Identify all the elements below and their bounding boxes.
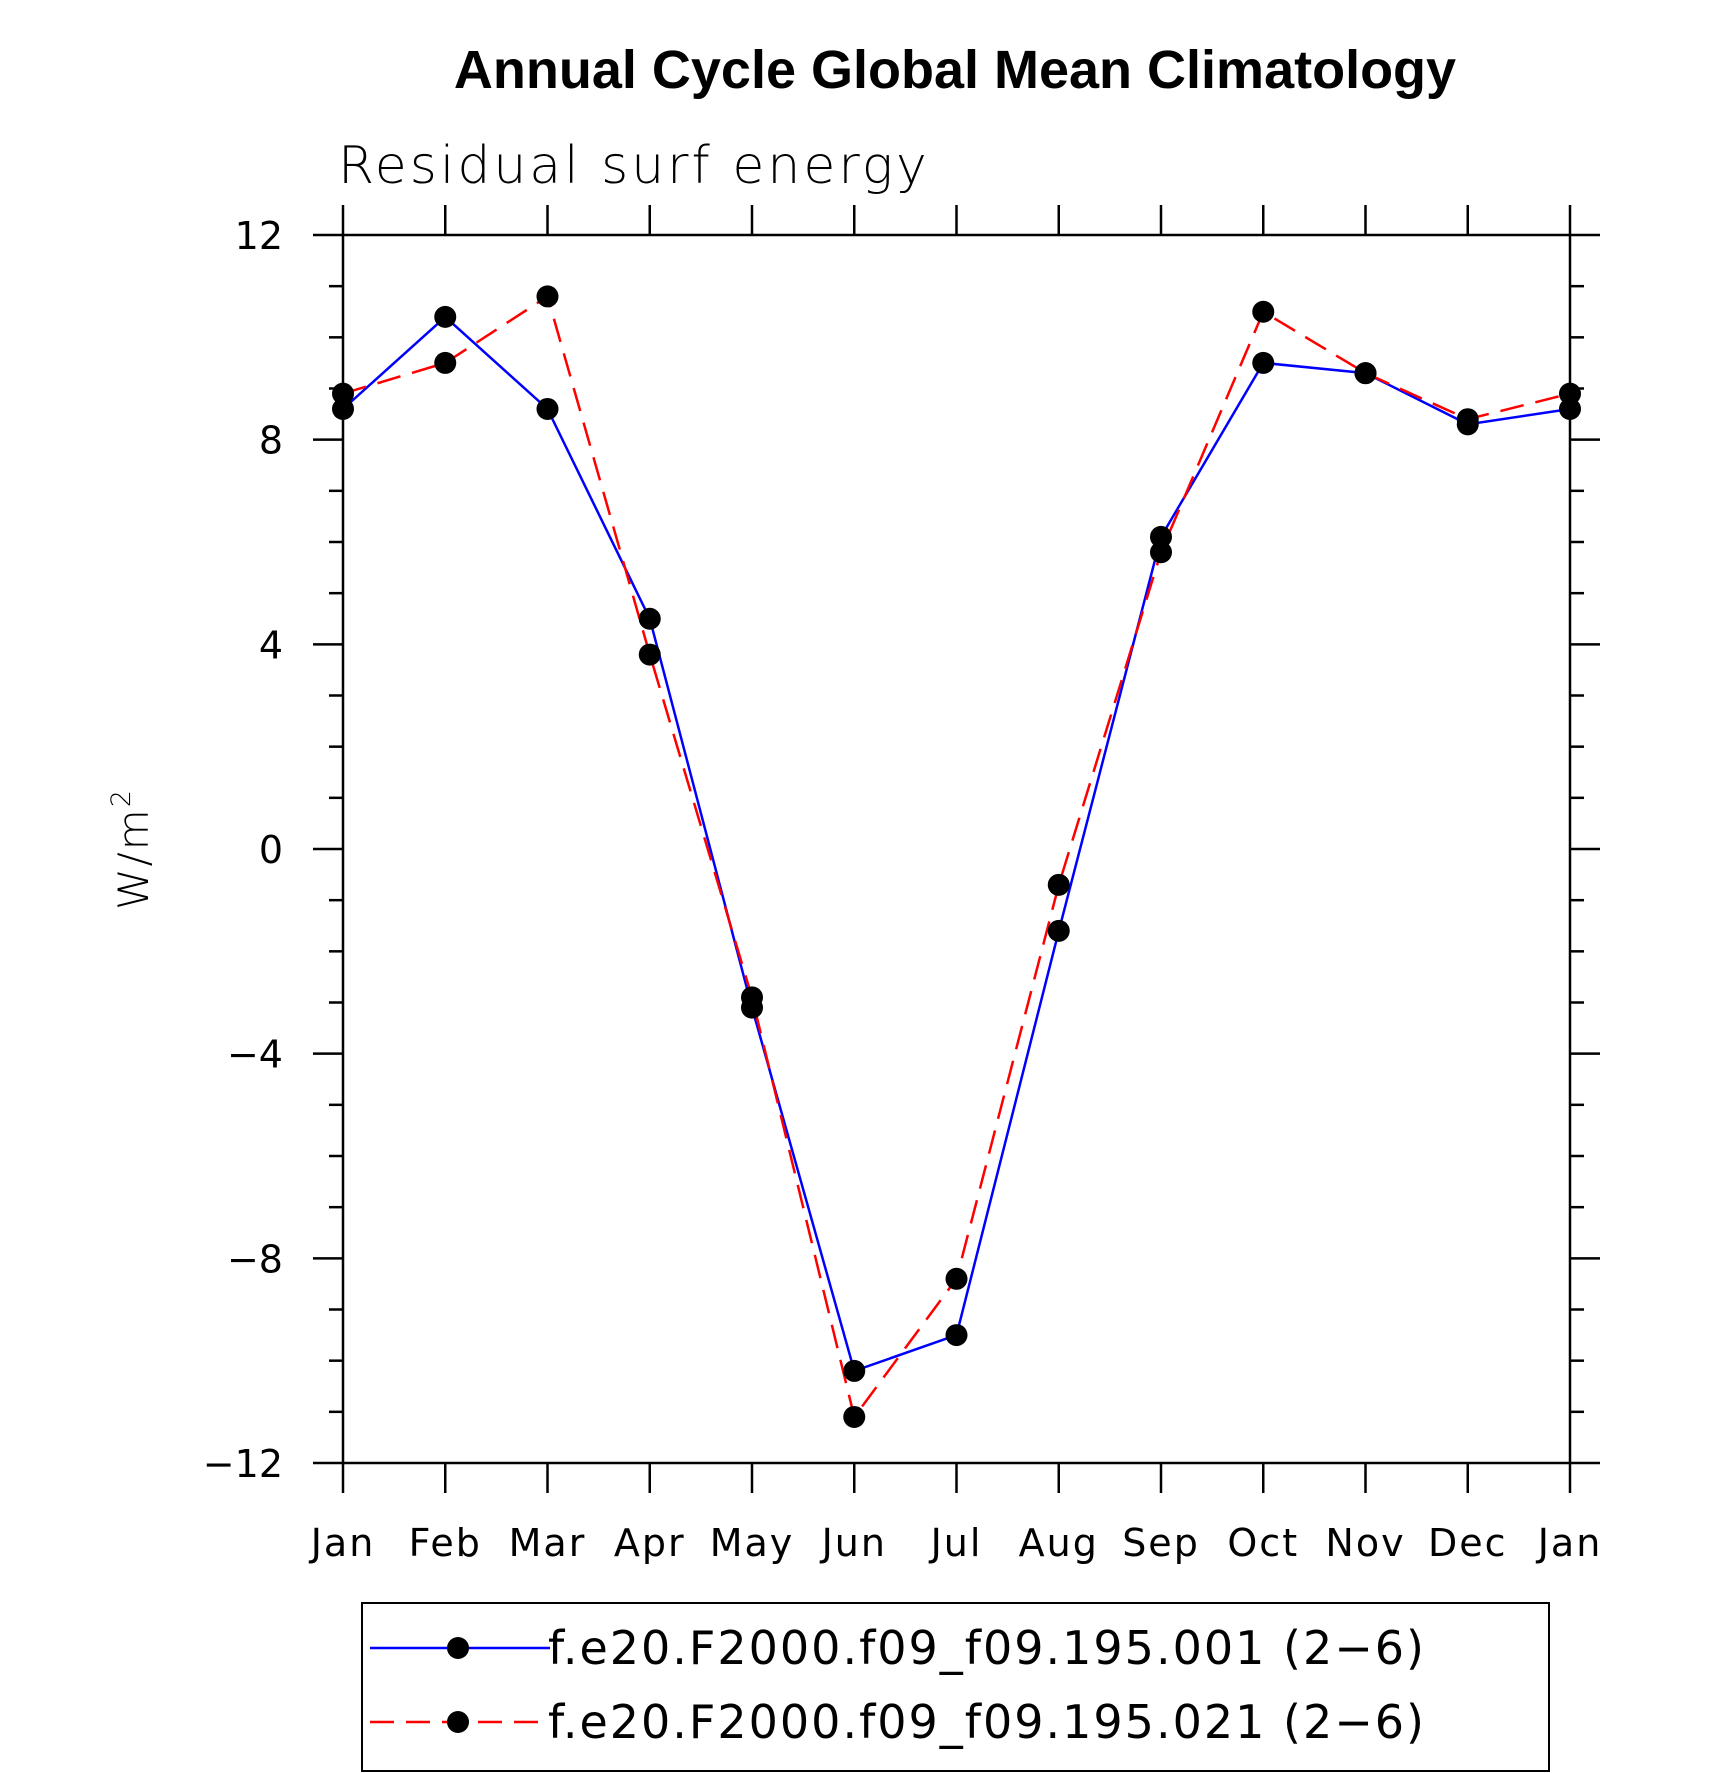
y-axis-label: W/m2 xyxy=(106,788,158,910)
series-1-point xyxy=(1150,525,1172,548)
series-2-point xyxy=(434,351,457,374)
y-tick-label: −12 xyxy=(203,1442,283,1486)
series-1-point xyxy=(332,397,354,420)
series-2-point xyxy=(843,1405,866,1428)
legend-marker-2 xyxy=(447,1711,469,1733)
legend-label-2: f.e20.F2000.f09_f09.195.021 (2−6) xyxy=(548,1695,1426,1749)
series-1-point xyxy=(638,607,661,630)
x-tick-label: Jan xyxy=(309,1521,376,1565)
legend-marker-1 xyxy=(447,1637,469,1659)
axis-ticks xyxy=(313,205,1600,1493)
x-tick-labels: Jan Feb Mar Apr May Jun Jul Aug Sep Oct Nov Dec Jan xyxy=(309,1521,1603,1565)
chart-subtitle: Residual surf energy xyxy=(338,136,930,196)
legend: f.e20.F2000.f09_f09.195.001 (2−6) f.e20.… xyxy=(361,1602,1550,1772)
x-tick-label: Sep xyxy=(1122,1521,1200,1565)
series-2-point xyxy=(536,285,559,308)
series-1-point xyxy=(1559,397,1581,420)
series-1-point xyxy=(434,305,457,328)
series-2-point xyxy=(1047,873,1070,896)
series-2-point xyxy=(332,382,354,405)
series-line-2 xyxy=(342,294,1571,1420)
x-tick-label: May xyxy=(710,1521,795,1565)
y-tick-label: −4 xyxy=(227,1033,283,1077)
x-tick-label: Mar xyxy=(509,1521,587,1565)
y-axis-label-unit: W/m xyxy=(109,807,158,910)
y-tick-label: −8 xyxy=(227,1237,283,1281)
legend-label-1: f.e20.F2000.f09_f09.195.001 (2−6) xyxy=(548,1621,1426,1675)
series-2-point xyxy=(945,1267,968,1290)
y-axis-label-exponent: 2 xyxy=(106,788,137,807)
x-tick-label: Jul xyxy=(929,1521,983,1565)
series-2-point xyxy=(1354,362,1377,385)
chart-title: Annual Cycle Global Mean Climatology xyxy=(454,40,1456,100)
series-2-point xyxy=(1150,541,1172,564)
x-tick-label: Jan xyxy=(1536,1521,1603,1565)
series-1-point xyxy=(945,1324,968,1347)
y-tick-label: 12 xyxy=(235,214,283,258)
series-1-point xyxy=(1252,351,1275,374)
series-1-point xyxy=(536,397,559,420)
y-tick-label: 8 xyxy=(259,419,283,463)
series-1-point xyxy=(843,1359,866,1382)
x-tick-label: Jun xyxy=(820,1521,887,1565)
series-line-1 xyxy=(342,315,1571,1373)
x-tick-label: Apr xyxy=(614,1521,686,1565)
y-tick-label: 0 xyxy=(259,828,283,872)
y-tick-label: 4 xyxy=(259,623,283,667)
series-2-point xyxy=(1456,408,1479,431)
series-2-point xyxy=(638,643,661,666)
x-tick-label: Feb xyxy=(409,1521,482,1565)
series-2-point xyxy=(741,986,763,1009)
y-tick-labels: 12 8 4 0 −4 −8 −12 xyxy=(203,214,283,1486)
svg-text:W/m2: W/m2 xyxy=(106,788,158,910)
legend-box xyxy=(361,1602,1550,1772)
series-1-point xyxy=(1047,919,1070,942)
x-tick-label: Dec xyxy=(1428,1521,1508,1565)
series-layer xyxy=(332,285,1581,1428)
series-2-point xyxy=(1252,300,1275,323)
x-tick-label: Aug xyxy=(1019,1521,1099,1565)
x-tick-label: Oct xyxy=(1227,1521,1299,1565)
x-tick-label: Nov xyxy=(1325,1521,1405,1565)
series-2-point xyxy=(1559,382,1581,405)
